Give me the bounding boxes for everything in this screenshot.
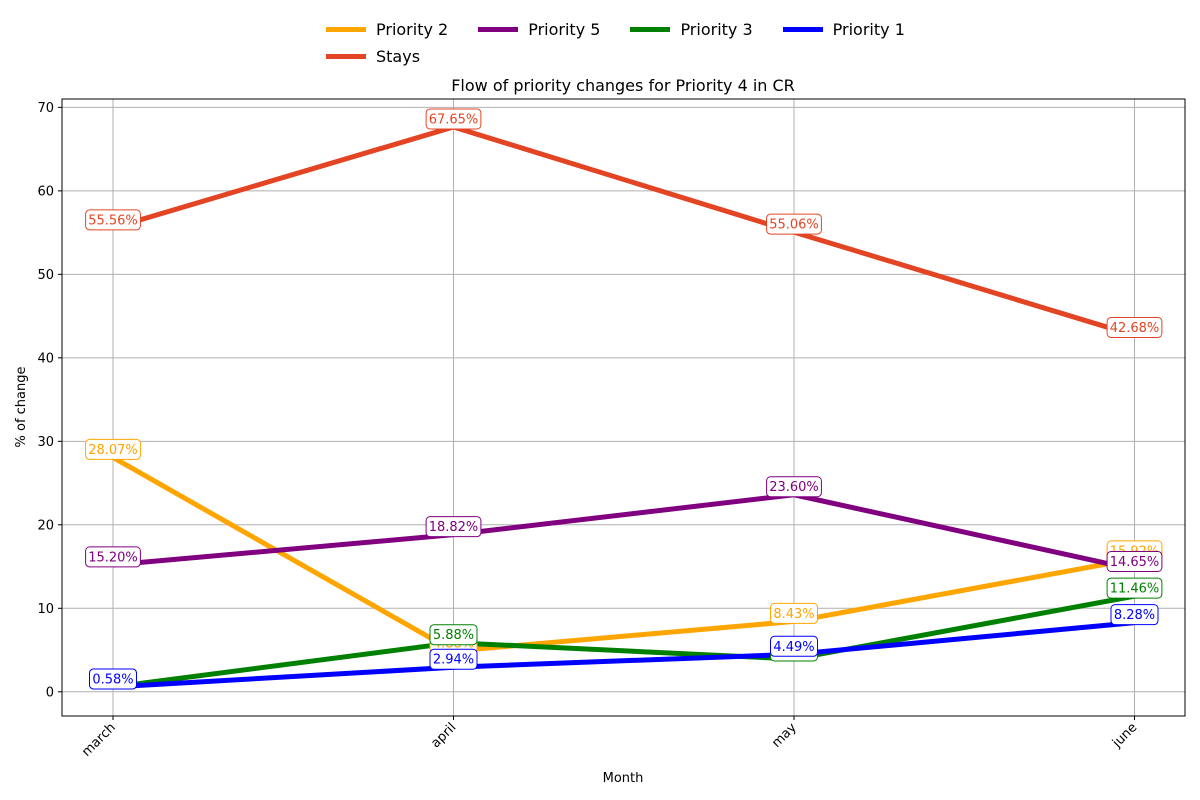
series-line-priority-2 — [111, 455, 1135, 654]
data-label-box — [429, 624, 478, 646]
legend-label: Priority 5 — [528, 20, 601, 39]
chart-legend: Priority 2 Priority 5 Priority 3 Priority 1… — [326, 16, 966, 70]
legend-label: Priority 1 — [832, 20, 905, 39]
x-axis-label: Month — [603, 771, 644, 786]
data-label: 67.65% — [425, 108, 482, 130]
data-label: 55.56% — [85, 209, 141, 231]
series-lines — [111, 124, 1136, 690]
x-tick-label: june — [1109, 720, 1140, 751]
data-label-box — [85, 438, 141, 460]
chart-title: Flow of priority changes for Priority 4 … — [451, 76, 795, 95]
data-label-box — [89, 668, 137, 690]
data-label: 14.65% — [1106, 550, 1163, 572]
legend-item: Stays — [326, 43, 420, 70]
data-label-box — [1106, 577, 1163, 599]
data-label-text: 5.88% — [433, 628, 474, 643]
x-tick-label: may — [769, 720, 800, 751]
grid — [62, 99, 1185, 716]
data-label-text: 55.06% — [769, 218, 819, 233]
axis-ticks: 0 10 20 30 40 50 60 70 march april may june — [37, 101, 1140, 760]
data-label: 23.60% — [766, 476, 822, 498]
legend-label: Priority 2 — [376, 20, 449, 39]
y-tick-label: 40 — [37, 351, 54, 366]
data-label-box — [770, 602, 818, 624]
data-label-text: 23.60% — [769, 480, 819, 495]
y-tick-label: 20 — [37, 518, 54, 533]
legend-swatch — [478, 27, 519, 32]
data-label-text: 14.65% — [1110, 555, 1160, 570]
y-tick-label: 10 — [37, 602, 54, 617]
data-label-box — [770, 635, 818, 657]
plot-frame — [61, 98, 1186, 717]
data-label: 8.43% — [770, 602, 818, 624]
data-label: 11.46% — [1106, 577, 1163, 599]
y-tick-label: 0 — [46, 685, 54, 700]
data-label-text: 2.94% — [433, 653, 474, 668]
legend-item: Priority 2 — [326, 16, 448, 43]
series-line-priority-3 — [112, 593, 1135, 690]
data-label-text: 67.65% — [429, 112, 479, 127]
data-label-box — [85, 546, 141, 568]
x-tick-label: march — [79, 720, 119, 760]
legend-item: Priority 5 — [478, 16, 600, 43]
y-tick-label: 30 — [37, 435, 54, 450]
y-tick-label: 60 — [37, 184, 54, 199]
data-label: 4.49% — [770, 635, 818, 657]
data-label: 2.94% — [429, 648, 478, 670]
legend-label: Priority 3 — [680, 20, 753, 39]
data-label-box — [1110, 604, 1159, 626]
series-line-priority-5 — [112, 492, 1136, 572]
data-labels: 28.07%4.88%8.43%15.92%15.20%18.82%23.60%… — [85, 108, 1163, 690]
data-label: 0.58% — [89, 668, 137, 690]
x-tick-label: april — [428, 720, 459, 751]
data-label-box — [1106, 550, 1163, 572]
data-label-box — [1106, 316, 1163, 338]
data-label-box — [429, 648, 478, 670]
legend-swatch — [630, 27, 671, 32]
legend-swatch — [326, 27, 366, 32]
data-label: 42.68% — [1106, 316, 1163, 338]
data-label-box — [425, 516, 482, 538]
data-label-text: 4.49% — [773, 640, 814, 655]
y-axis-label: % of change — [14, 367, 29, 448]
data-label-box — [766, 213, 822, 235]
data-label-text: 18.82% — [429, 520, 479, 535]
data-label-box — [766, 476, 822, 498]
data-label: 8.28% — [1110, 604, 1159, 626]
data-label-text: 28.07% — [88, 443, 138, 458]
data-label-box — [85, 209, 141, 231]
legend-swatch — [782, 27, 823, 32]
y-tick-label: 70 — [37, 101, 54, 116]
legend-item: Priority 1 — [782, 16, 905, 43]
data-label-text: 11.46% — [1110, 582, 1160, 597]
data-label-text: 55.56% — [88, 213, 138, 228]
data-label-box — [425, 108, 482, 130]
data-label: 18.82% — [425, 516, 482, 538]
data-label-text: 0.58% — [92, 672, 133, 687]
data-label-text: 8.28% — [1114, 608, 1155, 623]
legend-label: Stays — [376, 47, 421, 66]
series-line-stays — [112, 124, 1136, 338]
series-line-priority-1 — [112, 620, 1135, 690]
data-label: 28.07% — [85, 438, 141, 460]
data-label-text: 8.43% — [773, 607, 814, 622]
data-label: 55.06% — [766, 213, 822, 235]
data-label-text: 42.68% — [1110, 321, 1160, 336]
data-label: 5.88% — [429, 624, 478, 646]
y-tick-label: 50 — [37, 268, 54, 283]
legend-swatch — [326, 54, 366, 59]
data-label-text: 15.20% — [88, 550, 138, 565]
legend-item: Priority 3 — [630, 16, 753, 43]
data-label: 15.20% — [85, 546, 141, 568]
